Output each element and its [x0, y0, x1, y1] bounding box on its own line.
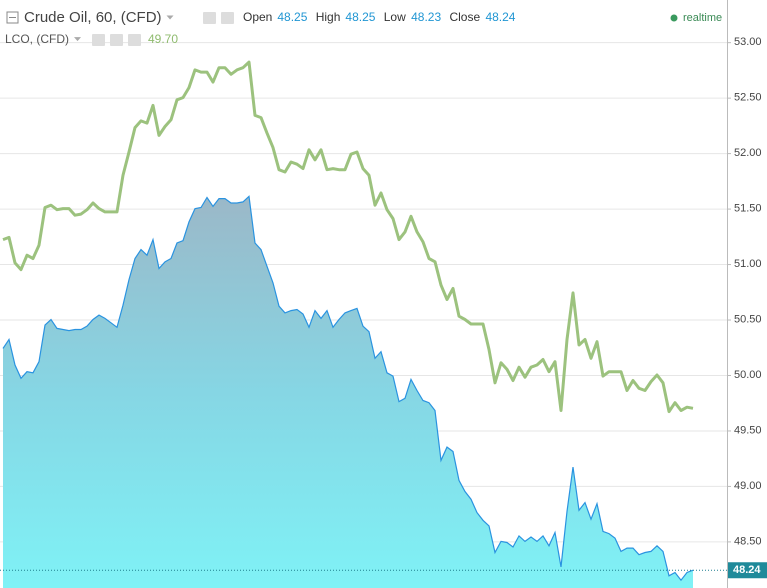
- line: [2, 60, 694, 414]
- settings-icon[interactable]: [203, 12, 216, 24]
- y-tick-label: 51.00: [734, 258, 762, 270]
- dropdown-caret[interactable]: [74, 37, 81, 42]
- remove-icon[interactable]: [128, 34, 141, 46]
- y-tick-label: 53.00: [734, 36, 762, 48]
- ohlc-label: Low: [384, 10, 406, 24]
- status: realtime: [683, 12, 722, 24]
- y-tick-label: 50.00: [734, 369, 762, 381]
- plot: [0, 60, 727, 588]
- ohlc-label: Close: [449, 10, 480, 24]
- ohlc-value: 48.25: [277, 10, 307, 24]
- last-price-box: [728, 562, 767, 579]
- ohlc-value: 48.25: [345, 10, 375, 24]
- last-price-label: 48.24: [733, 564, 761, 576]
- y-tick-label: 52.00: [734, 147, 762, 159]
- collapse-icon[interactable]: [6, 11, 19, 24]
- ohlc-label: High: [316, 10, 341, 24]
- series-last-value: 49.70: [148, 32, 178, 46]
- dropdown-caret[interactable]: [166, 15, 174, 20]
- series-name: LCO, (CFD): [5, 32, 69, 46]
- ohlc-value: 48.24: [485, 10, 515, 24]
- realtime-dot: [670, 14, 678, 22]
- gear-icon[interactable]: [110, 34, 123, 46]
- y-tick-label: 48.50: [734, 535, 762, 547]
- symbol-title: Crude Oil, 60, (CFD): [24, 9, 162, 26]
- ohlc-value: 48.23: [411, 10, 441, 24]
- y-tick-label: 49.50: [734, 424, 762, 436]
- settings-icon[interactable]: [92, 34, 105, 46]
- y-tick-label: 51.50: [734, 202, 762, 214]
- ohlc-values: Open 48.25 High 48.25 Low 48.23 Close 48.24: [243, 10, 516, 24]
- y-tick-label: 49.00: [734, 480, 762, 492]
- y-tick-label: 52.50: [734, 92, 762, 104]
- area-fill: [3, 196, 693, 588]
- ohlc-label: Open: [243, 10, 272, 24]
- area-line: [2, 195, 694, 582]
- gear-icon[interactable]: [221, 12, 234, 24]
- y-tick-label: 50.50: [734, 313, 762, 325]
- y-axis: 48.50 49.00 49.50 50.00 50.50 51.00 51.50 52.00…: [727, 36, 767, 579]
